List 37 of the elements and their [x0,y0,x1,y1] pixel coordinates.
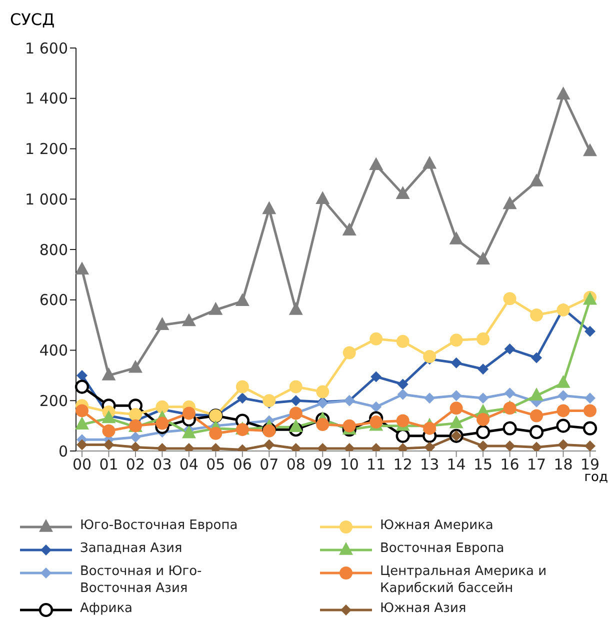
y-tick-label: 0 [58,442,68,460]
y-tick-label: 800 [39,240,68,259]
x-tick-label: 08 [286,456,306,474]
legend-label: Юго-Восточная Европа [80,517,238,534]
legend-label: Африка [80,600,133,617]
y-axis-title: СУСД [10,10,55,29]
y-tick-label: 1 000 [25,190,68,208]
y-tick-label: 400 [39,342,68,360]
legend-label: Южная Азия [380,600,466,617]
x-tick-label: 06 [232,456,252,474]
x-tick-label: 02 [126,456,146,474]
y-tick-label: 1 200 [25,140,68,158]
x-tick-label: 15 [474,456,493,474]
legend-label: Южная Америка [380,517,494,534]
x-tick-label: 12 [393,456,412,474]
x-tick-label: 13 [420,456,440,474]
x-tick-label: 14 [446,456,466,474]
legend-label: Восточная и Юго-Восточная Азия [80,563,203,597]
x-tick-label: 03 [152,456,172,474]
x-tick-label: 01 [99,456,118,474]
x-tick-label: 04 [179,456,198,474]
x-tick-label: 11 [366,456,386,474]
y-tick-label: 600 [39,291,68,310]
x-tick-label: 10 [340,456,359,474]
x-tick-label: 18 [554,456,573,474]
legend-label: Восточная Европа [380,540,504,557]
y-tick-label: 1 600 [25,39,68,58]
x-tick-label: 07 [260,456,279,474]
legend-label: Западная Азия [80,540,182,557]
x-tick-label: 05 [206,456,226,474]
x-tick-label: 17 [526,456,546,474]
legend-label: Центральная Америка и Карибский бассейн [380,563,548,597]
x-tick-label: 00 [72,456,92,474]
y-tick-label: 200 [39,392,68,410]
x-tick-label: 16 [500,456,520,474]
x-tick-label: 09 [313,456,332,474]
y-tick-label: 1 400 [25,90,68,108]
